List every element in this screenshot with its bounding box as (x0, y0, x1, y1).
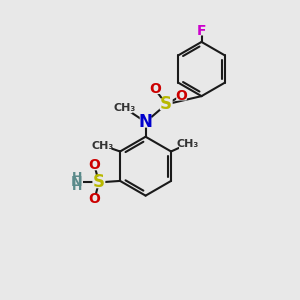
Text: S: S (160, 95, 172, 113)
Text: H: H (72, 172, 82, 184)
FancyBboxPatch shape (176, 91, 187, 100)
FancyBboxPatch shape (89, 194, 100, 205)
FancyBboxPatch shape (95, 140, 111, 151)
FancyBboxPatch shape (179, 139, 196, 149)
Text: F: F (197, 24, 206, 38)
Text: CH₃: CH₃ (113, 103, 136, 113)
FancyBboxPatch shape (116, 103, 133, 113)
Text: CH₃: CH₃ (176, 139, 198, 149)
FancyBboxPatch shape (89, 160, 100, 170)
Text: CH₃: CH₃ (92, 141, 114, 151)
FancyBboxPatch shape (70, 173, 83, 192)
Text: N: N (139, 113, 152, 131)
Text: O: O (149, 82, 161, 96)
Text: O: O (176, 88, 188, 103)
Text: N: N (71, 176, 82, 189)
Text: O: O (88, 193, 101, 206)
Text: S: S (93, 173, 105, 191)
FancyBboxPatch shape (140, 116, 152, 128)
FancyBboxPatch shape (92, 176, 105, 188)
FancyBboxPatch shape (150, 84, 160, 94)
FancyBboxPatch shape (196, 26, 206, 35)
FancyBboxPatch shape (160, 98, 173, 110)
Text: H: H (72, 180, 82, 193)
Text: O: O (88, 158, 101, 172)
